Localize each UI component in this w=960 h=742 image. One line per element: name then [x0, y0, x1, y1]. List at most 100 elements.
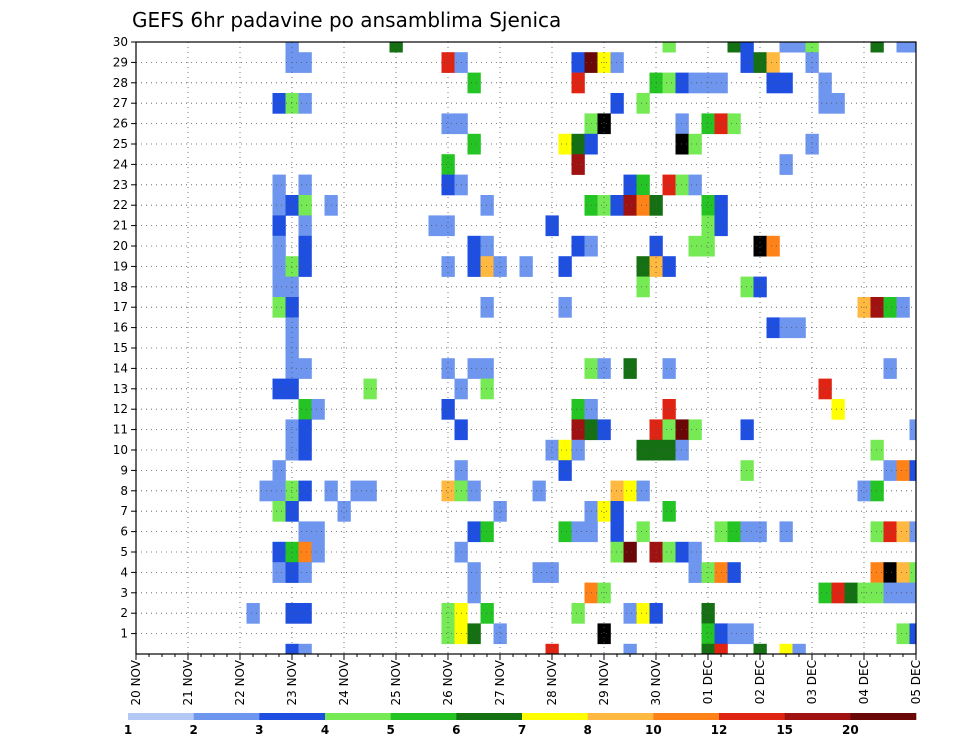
precip-cell	[272, 378, 286, 400]
precip-cell	[558, 133, 572, 155]
precip-cell	[870, 42, 884, 53]
precip-cell	[623, 603, 637, 624]
precip-cell	[571, 72, 585, 94]
precip-cell	[883, 460, 897, 481]
precip-cell	[298, 256, 312, 277]
x-tick-label: 24 NOV	[337, 659, 351, 705]
precip-cell	[727, 42, 741, 53]
x-axis: 20 NOV 21 NOV 22 NOV 23 NOV 24 NOV 25 NOV 26 N…	[129, 654, 923, 706]
precip-cell	[857, 480, 871, 502]
precip-cell	[896, 521, 910, 543]
precip-cell	[623, 643, 637, 655]
chart-title: GEFS 6hr padavine po ansamblima Sjenica	[132, 8, 561, 32]
y-tick-label: 17	[113, 300, 128, 314]
precip-cell	[493, 256, 507, 277]
precip-cell	[298, 52, 312, 73]
precip-cell	[610, 541, 624, 563]
precip-cell	[636, 256, 650, 277]
precip-cell	[779, 643, 793, 655]
precip-cell	[298, 399, 312, 420]
precip-cell	[272, 541, 286, 563]
precip-cell	[558, 521, 572, 543]
precip-cell	[727, 113, 741, 135]
y-tick-label: 3	[120, 586, 128, 600]
precip-cell	[675, 113, 689, 135]
precip-cell	[298, 521, 312, 543]
precip-cell	[441, 215, 455, 237]
y-tick-label: 30	[113, 35, 128, 49]
x-tick-label: 22 NOV	[233, 659, 247, 705]
precip-cell	[688, 419, 702, 441]
precip-cell	[350, 480, 364, 502]
precip-cell	[441, 603, 455, 624]
precip-cell	[766, 72, 780, 94]
precip-cell	[480, 358, 494, 379]
precip-cell	[298, 215, 312, 237]
x-tick-label: 28 NOV	[545, 659, 559, 705]
precip-cell	[441, 113, 455, 135]
precip-cell	[701, 195, 715, 216]
precip-cell	[272, 235, 286, 257]
precip-cell	[662, 419, 676, 441]
precip-cell	[298, 439, 312, 461]
precip-cell	[662, 358, 676, 379]
precip-cell	[480, 235, 494, 257]
precip-cell	[792, 643, 806, 655]
colorbar-label: 15	[776, 723, 793, 737]
precip-cell	[818, 378, 832, 400]
y-tick-label: 7	[120, 504, 128, 518]
precip-cell	[662, 399, 676, 420]
precip-cell	[285, 256, 299, 277]
precip-cell	[441, 480, 455, 502]
precip-cell	[610, 480, 624, 502]
precip-cell	[285, 603, 299, 624]
precip-cell	[623, 174, 637, 196]
precip-cell	[636, 439, 650, 461]
precip-cell	[753, 276, 767, 298]
precip-cell	[883, 358, 897, 379]
precip-cell	[740, 460, 754, 481]
x-tick-label: 05 DEC	[909, 660, 923, 704]
precip-cell	[272, 93, 286, 114]
precip-cell	[662, 256, 676, 277]
precip-cell	[636, 480, 650, 502]
precip-cell	[909, 562, 917, 583]
precip-cell	[870, 480, 884, 502]
precip-cell	[441, 154, 455, 175]
y-tick-label: 4	[120, 565, 128, 579]
precip-cell	[571, 399, 585, 420]
precip-cell	[597, 113, 611, 135]
precip-cell	[298, 174, 312, 196]
colorbar-swatch	[390, 713, 457, 720]
x-tick-label: 01 DEC	[701, 660, 715, 704]
precip-cell	[701, 113, 715, 135]
y-tick-label: 5	[120, 545, 128, 559]
precip-cell	[467, 133, 481, 155]
colorbar-swatch	[587, 713, 654, 720]
colorbar-swatch	[456, 713, 523, 720]
precip-cell	[597, 358, 611, 379]
y-tick-label: 2	[120, 606, 128, 620]
y-tick-label: 10	[113, 443, 128, 457]
precip-cell	[272, 256, 286, 277]
colorbar-swatch	[784, 713, 851, 720]
precip-cell	[740, 276, 754, 298]
x-tick-label: 20 NOV	[129, 659, 143, 705]
precip-cell	[285, 378, 299, 400]
precip-cell	[675, 439, 689, 461]
precip-cell	[558, 460, 572, 481]
precip-cell	[662, 42, 676, 53]
precip-cell	[753, 521, 767, 543]
precip-cell	[311, 399, 325, 420]
precip-cell	[285, 439, 299, 461]
precip-cell	[272, 195, 286, 216]
precip-cell	[272, 501, 286, 522]
precip-cell	[688, 72, 702, 94]
precip-cell	[636, 603, 650, 624]
precip-cell	[805, 133, 819, 155]
precip-cell	[272, 297, 286, 318]
x-tick-label: 23 NOV	[285, 659, 299, 705]
y-tick-label: 25	[113, 137, 128, 151]
y-tick-label: 16	[113, 321, 128, 335]
colorbar-swatch	[128, 713, 194, 720]
